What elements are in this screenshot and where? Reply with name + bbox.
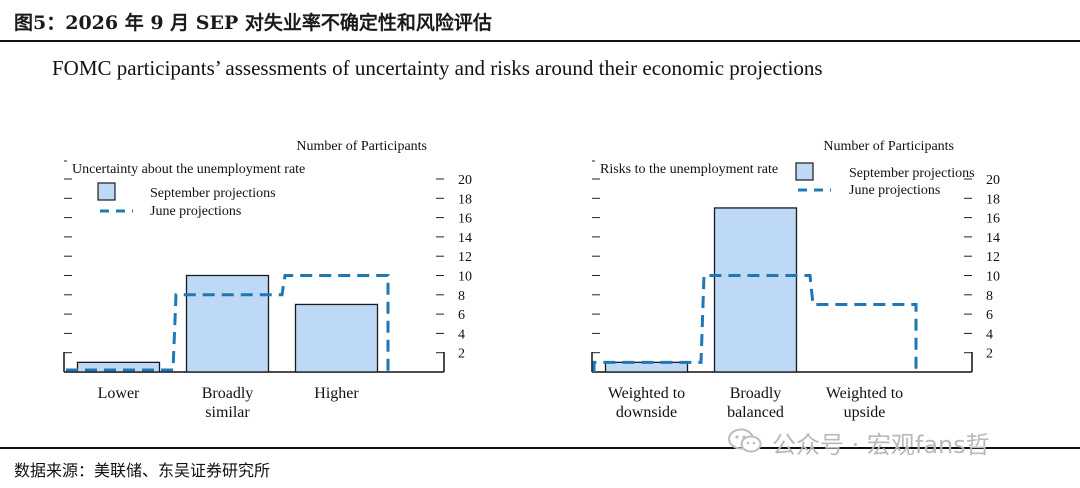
chart1-category-label: Lower bbox=[98, 385, 140, 402]
chart1-tick-label: 6 bbox=[458, 308, 465, 323]
chart1-bar bbox=[185, 274, 270, 373]
chart1-tick-label: 4 bbox=[458, 327, 465, 342]
chart2-tick-label: 10 bbox=[986, 270, 1000, 285]
watermark: 公众号 · 宏观fans哲 bbox=[728, 424, 1058, 464]
figure-header: 图5：2026 年 9 月 SEP 对失业率不确定性和风险评估 bbox=[0, 0, 1080, 40]
chart2-tick-label: 4 bbox=[986, 327, 993, 342]
chart1-series-june bbox=[66, 274, 390, 372]
wechat-icon bbox=[728, 428, 762, 453]
source-note: 数据来源：美联储、东吴证券研究所 bbox=[14, 461, 271, 480]
chart2-category-label: downside bbox=[616, 404, 677, 421]
chart1-tick-label: 14 bbox=[458, 231, 472, 246]
watermark-text: 公众号 · 宏观fans哲 bbox=[772, 431, 990, 459]
chart1-category-label: similar bbox=[205, 404, 250, 421]
chart1-tick-label: 16 bbox=[458, 212, 472, 227]
chart2-title: Risks to the unemployment rate bbox=[600, 162, 778, 177]
chart2-tick-label: 14 bbox=[986, 231, 1000, 246]
chart2-category-label: upside bbox=[844, 404, 886, 421]
chart1-bar bbox=[76, 361, 161, 373]
chart2-legend-label: September projections bbox=[849, 166, 975, 181]
chart1-tick-label: 10 bbox=[458, 270, 472, 285]
chart1-tick-label: 20 bbox=[458, 173, 472, 188]
chart1-tick-label: 2 bbox=[458, 347, 465, 362]
chart2-category-label: Weighted to bbox=[826, 385, 903, 402]
footer-rule bbox=[0, 447, 1080, 449]
chart2-tick-label: 12 bbox=[986, 250, 1000, 265]
chart2-bar bbox=[713, 207, 798, 373]
chart2-legend-swatch-bar bbox=[795, 162, 814, 181]
chart2-tick-label: 16 bbox=[986, 212, 1000, 227]
chart1-bar bbox=[294, 303, 379, 373]
figure-title: 图5：2026 年 9 月 SEP 对失业率不确定性和风险评估 bbox=[14, 12, 492, 34]
figure-subtitle: FOMC participants’ assessments of uncert… bbox=[52, 56, 823, 80]
chart1-tick-label: 8 bbox=[458, 289, 465, 304]
chart2-ylabel: Number of Participants bbox=[823, 139, 954, 154]
header-rule bbox=[0, 40, 1080, 42]
chart2-tick-label: 20 bbox=[986, 173, 1000, 188]
chart2-category-label: Weighted to bbox=[608, 385, 685, 402]
chart1-title: Uncertainty about the unemployment rate bbox=[72, 162, 305, 177]
chart2-tick-label: 6 bbox=[986, 308, 993, 323]
chart2-series-june bbox=[592, 274, 918, 372]
chart1-legend-label: June projections bbox=[150, 204, 241, 219]
chart1-tick-label: 12 bbox=[458, 250, 472, 265]
chart2-legend-label: June projections bbox=[849, 183, 940, 198]
chart2-category-label: Broadly bbox=[730, 385, 782, 402]
chart1-category-label: Broadly bbox=[202, 385, 254, 402]
chart2-category-label: balanced bbox=[727, 404, 784, 421]
chart1-category-label: Higher bbox=[314, 385, 359, 402]
chart2-tick-label: 18 bbox=[986, 192, 1000, 207]
chart2-tick-label: 2 bbox=[986, 347, 993, 362]
chart1-ylabel: Number of Participants bbox=[296, 139, 427, 154]
chart1-legend-label: September projections bbox=[150, 186, 276, 201]
chart2-tick-label: 8 bbox=[986, 289, 993, 304]
chart1-legend-swatch-bar bbox=[97, 182, 116, 201]
chart1-tick-label: 18 bbox=[458, 192, 472, 207]
